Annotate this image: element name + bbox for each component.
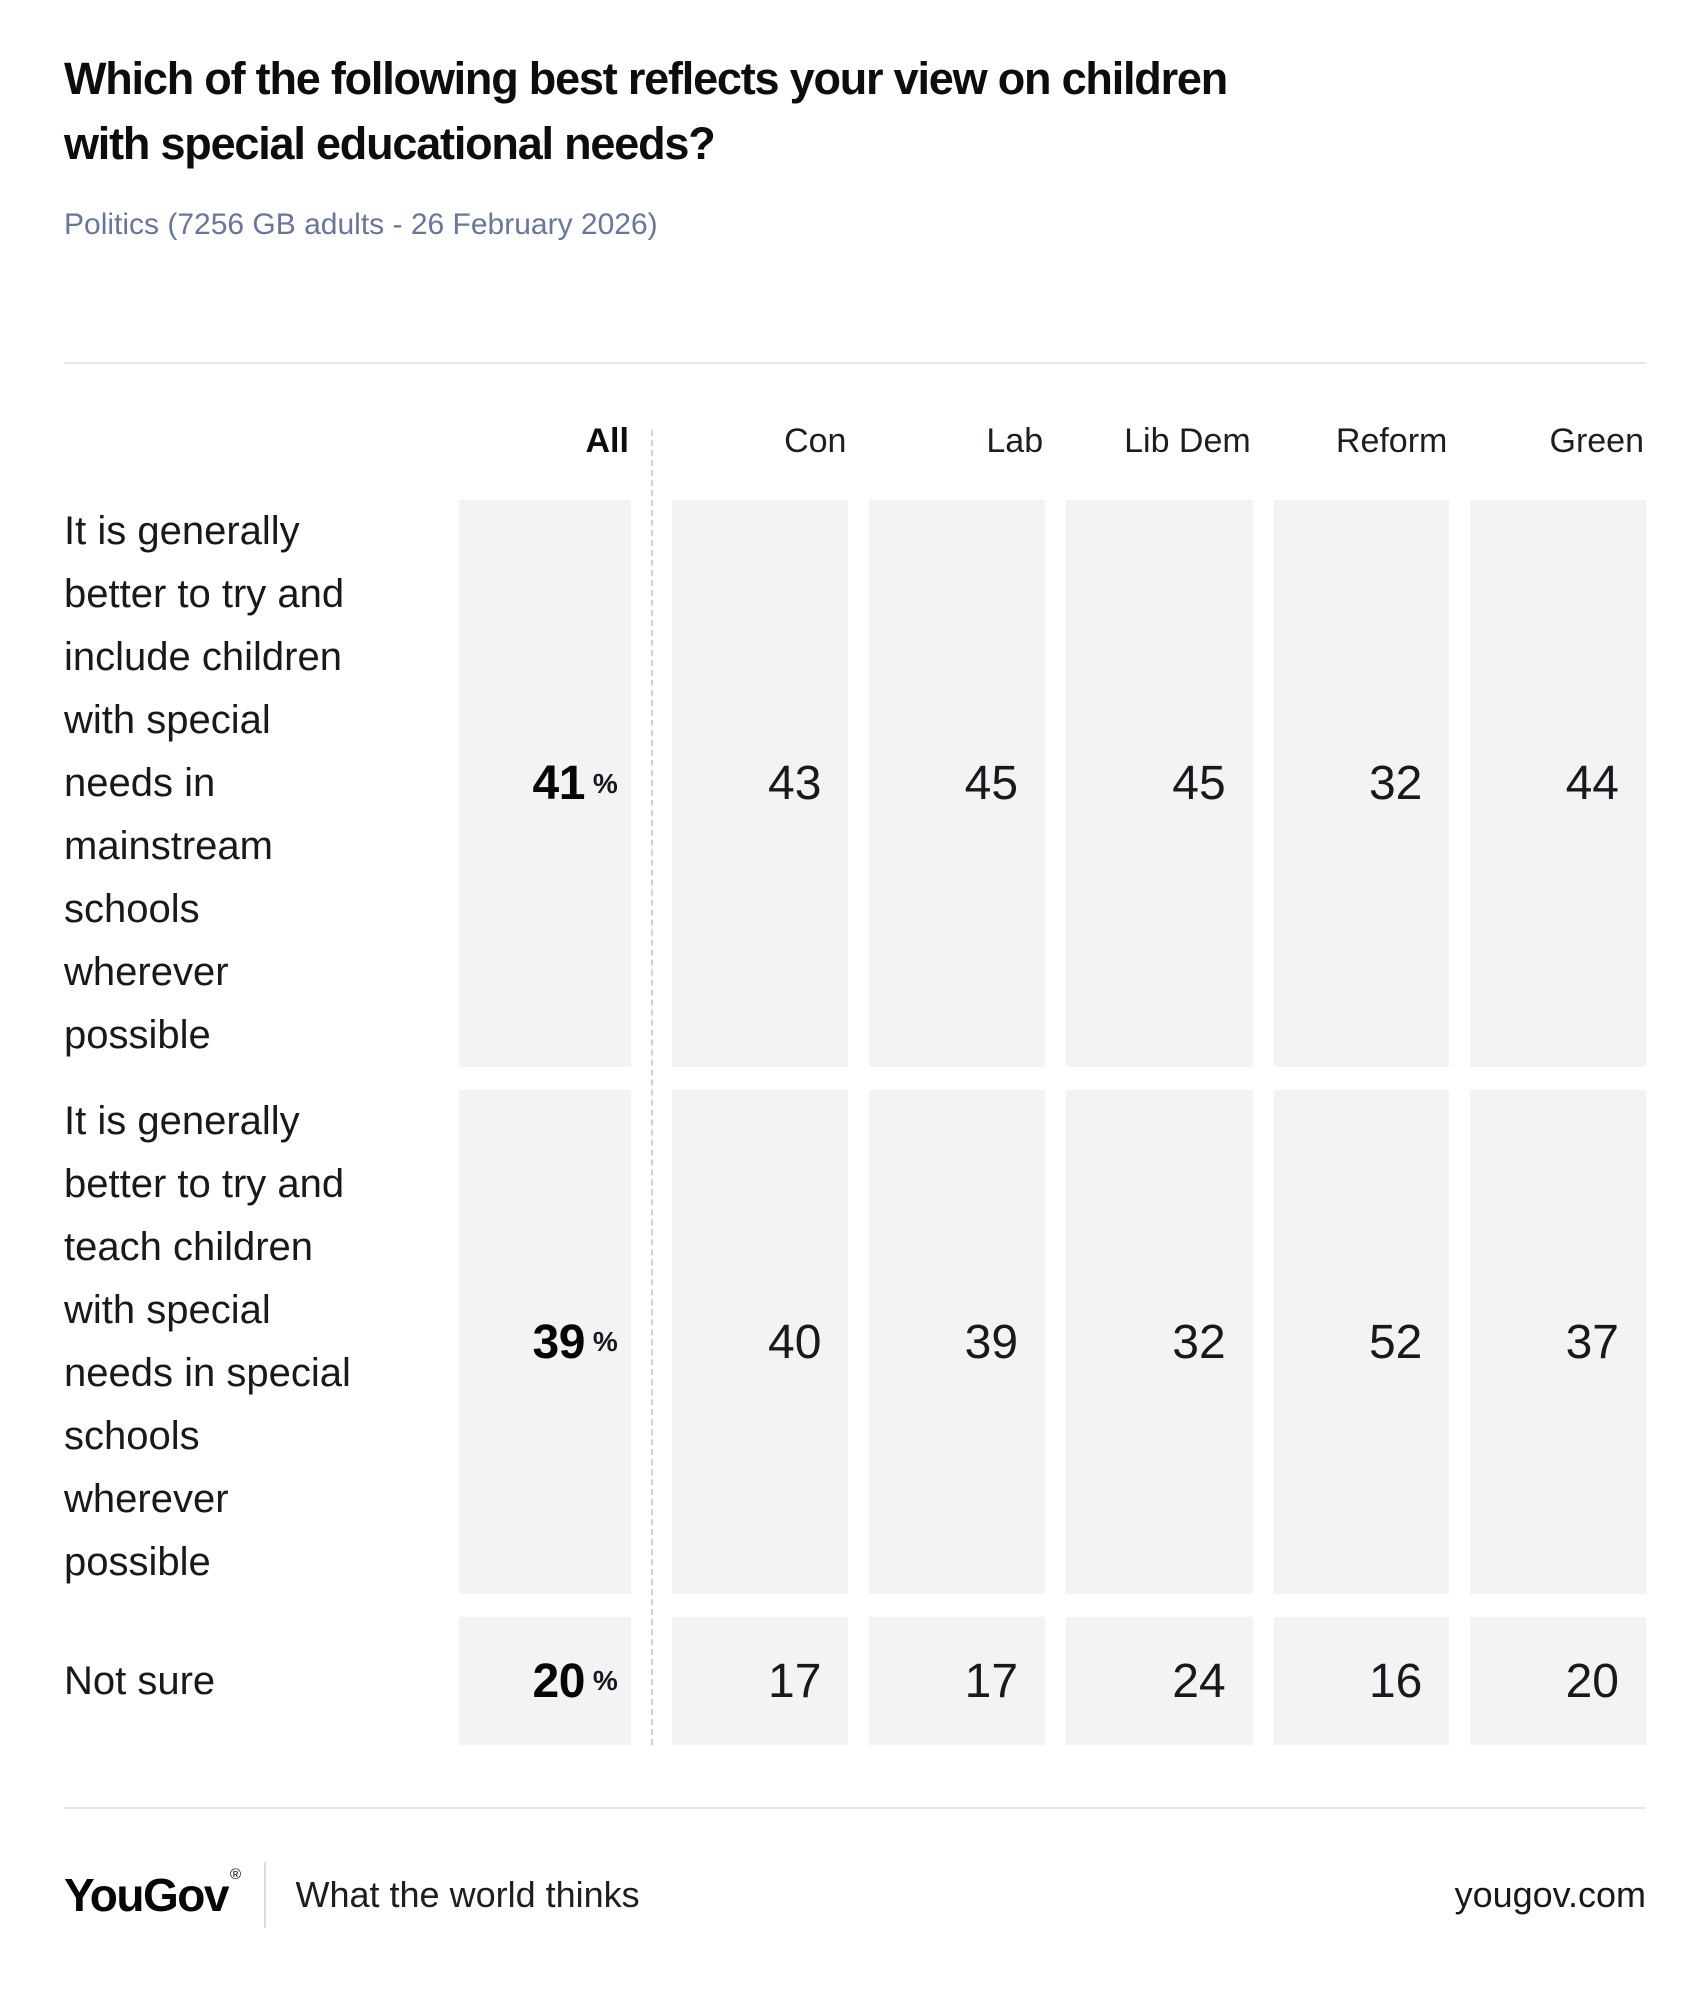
percent-sign: % xyxy=(592,767,618,799)
footer-divider xyxy=(263,1862,266,1928)
column-header-all: All xyxy=(585,422,629,460)
value-cell-lab: 39 xyxy=(869,1090,1046,1594)
all-column-dashed-separator xyxy=(651,430,653,1745)
footer-website: yougov.com xyxy=(1454,1874,1646,1915)
registered-trademark-icon: ® xyxy=(229,1866,241,1883)
value-cell-libdem: 32 xyxy=(1066,1090,1253,1594)
column-header-green: Green xyxy=(1549,422,1645,460)
value-cell-lab: 17 xyxy=(869,1617,1046,1745)
table-header-row: All Con Lab Lib Dem Reform Green xyxy=(64,414,1646,462)
column-header-reform: Reform xyxy=(1335,422,1448,460)
bottom-divider xyxy=(64,1807,1646,1809)
value-cell-libdem: 45 xyxy=(1066,500,1253,1067)
column-header-lab: Lab xyxy=(986,422,1044,460)
column-header-con: Con xyxy=(784,422,847,460)
value-cell-con: 40 xyxy=(671,1090,849,1594)
table-row: It is generally better to try and teach … xyxy=(64,1090,1646,1594)
table-row: Not sure 20% 17 17 24 16 20 xyxy=(64,1617,1646,1745)
all-value: 20 xyxy=(532,1654,586,1708)
percent-sign: % xyxy=(592,1326,618,1357)
value-cell-lab: 45 xyxy=(869,500,1046,1067)
value-cell-green: 20 xyxy=(1470,1617,1646,1745)
footer-tagline: What the world thinks xyxy=(295,1874,640,1915)
value-cell-con: 17 xyxy=(671,1617,849,1745)
value-cell-all: 20% xyxy=(459,1617,631,1745)
top-divider xyxy=(64,362,1646,364)
value-cell-libdem: 24 xyxy=(1066,1617,1253,1745)
yougov-logo: YouGov ® xyxy=(64,1866,241,1921)
survey-subtitle: Politics (7256 GB adults - 26 February 2… xyxy=(64,208,658,241)
value-cell-reform: 52 xyxy=(1273,1090,1450,1594)
all-value: 41 xyxy=(532,757,586,810)
answer-option-label: It is generally better to try and includ… xyxy=(64,509,345,1057)
value-cell-reform: 32 xyxy=(1273,500,1450,1067)
value-cell-all: 41% xyxy=(459,500,631,1067)
value-cell-green: 44 xyxy=(1470,500,1646,1067)
column-header-libdem: Lib Dem xyxy=(1124,422,1251,460)
value-cell-con: 43 xyxy=(671,500,849,1067)
answer-option-label: It is generally better to try and teach … xyxy=(64,1099,351,1584)
value-cell-all: 39% xyxy=(459,1090,631,1594)
value-cell-green: 37 xyxy=(1470,1090,1646,1594)
table-row: It is generally better to try and includ… xyxy=(64,500,1646,1067)
results-table: All Con Lab Lib Dem Reform Green It is g… xyxy=(64,414,1646,1745)
all-value: 39 xyxy=(532,1315,586,1369)
page-title: Which of the following best reflects you… xyxy=(64,53,1228,169)
value-cell-reform: 16 xyxy=(1273,1617,1450,1745)
percent-sign: % xyxy=(592,1665,618,1696)
footer: YouGov ® What the world thinks yougov.com xyxy=(64,1809,1646,1943)
answer-option-label: Not sure xyxy=(64,1658,216,1703)
